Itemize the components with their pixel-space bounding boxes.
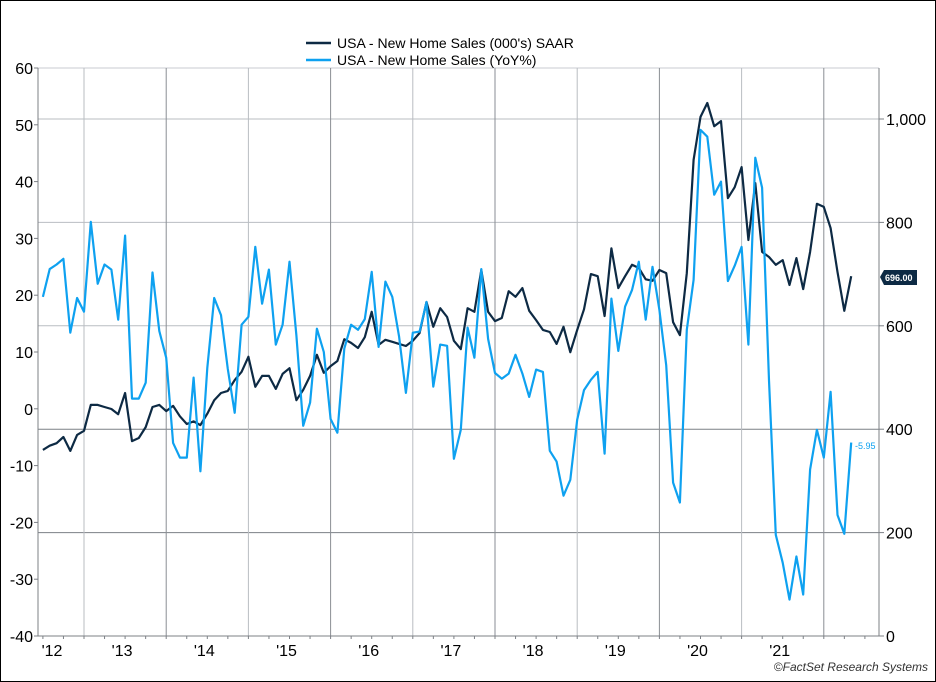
left-tick-label: 50 <box>15 118 33 135</box>
last-value-callout-saar: 696.00 <box>880 270 917 285</box>
left-tick-label: 20 <box>15 288 33 305</box>
left-tick-label: 10 <box>15 345 33 362</box>
x-axis-ticks: '12 '13 '14 '15 '16 '17 '18 '19 '20 '21 <box>42 636 866 660</box>
x-tick-label: '14 <box>194 643 215 660</box>
right-tick-label: 1,000 <box>886 112 926 129</box>
left-tick-label: 60 <box>15 61 33 78</box>
x-tick-label: '20 <box>687 643 708 660</box>
right-tick-label: 800 <box>886 215 913 232</box>
right-tick-label: 200 <box>886 526 913 543</box>
x-tick-label: '13 <box>112 643 133 660</box>
callout-box <box>880 270 917 285</box>
x-tick-label: '18 <box>523 643 544 660</box>
x-tick-label: '15 <box>276 643 297 660</box>
legend: USA - New Home Sales (000's) SAAR USA - … <box>306 35 574 68</box>
right-tick-label: 400 <box>886 422 913 439</box>
x-tick-label: '16 <box>358 643 379 660</box>
left-tick-label: 30 <box>15 231 33 248</box>
x-tick-label: '17 <box>440 643 461 660</box>
callout-value-saar: 696.00 <box>885 273 913 283</box>
left-tick-label: 0 <box>24 402 33 419</box>
x-tick-label: '19 <box>605 643 626 660</box>
legend-label-yoy: USA - New Home Sales (YoY%) <box>337 52 536 68</box>
left-tick-label: 40 <box>15 175 33 192</box>
copyright: ©FactSet Research Systems <box>774 660 928 674</box>
left-axis-ticks: 60 50 40 30 20 10 0 -10 -20 -30 -40 <box>10 61 38 646</box>
x-tick-label: '21 <box>769 643 790 660</box>
end-label-yoy: -5.95 <box>855 441 876 451</box>
series-lines <box>41 101 853 601</box>
right-tick-label: 600 <box>886 319 913 336</box>
left-tick-label: -20 <box>10 515 33 532</box>
legend-label-saar: USA - New Home Sales (000's) SAAR <box>337 35 574 51</box>
x-tick-label: '12 <box>42 643 63 660</box>
series-points-yoy <box>42 129 852 600</box>
gridlines <box>38 67 879 636</box>
left-tick-label: -30 <box>10 572 33 589</box>
right-tick-label: 0 <box>886 629 895 646</box>
series-line-yoy <box>41 128 853 601</box>
left-tick-label: -40 <box>10 629 33 646</box>
left-tick-label: -10 <box>10 459 33 476</box>
right-axis-ticks: 1,000 800 600 400 200 0 <box>879 112 926 646</box>
